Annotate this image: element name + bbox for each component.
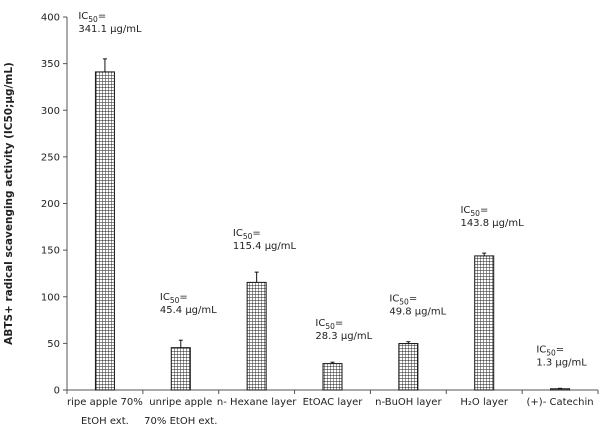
x-category-label: H₂O layer <box>460 397 509 408</box>
ic50-value: 49.8 μg/mL <box>389 307 446 318</box>
ic50-label: IC50= <box>536 344 564 357</box>
x-category-label: unripe apple <box>149 397 212 408</box>
y-tick-label: 50 <box>47 339 60 350</box>
ic50-label: IC50= <box>389 294 417 307</box>
x-category-label: EtOAC layer <box>303 397 364 408</box>
y-tick-label: 0 <box>54 386 60 397</box>
ic50-label: IC50= <box>233 228 261 241</box>
ic50-value: 143.8 μg/mL <box>460 218 524 229</box>
bar <box>398 343 419 391</box>
y-tick-label: 350 <box>41 59 60 70</box>
y-axis-label: ABTS+ radical scavenging activity (IC50;… <box>3 62 15 345</box>
bar <box>550 388 571 391</box>
bar <box>246 281 267 391</box>
bar <box>94 71 115 391</box>
ic50-label: IC50= <box>160 292 188 305</box>
y-tick-label: 250 <box>41 152 60 163</box>
bar <box>322 363 343 391</box>
x-category-label: (+)- Catechin <box>527 397 594 408</box>
y-tick-label: 200 <box>41 199 60 210</box>
ic50-value: 341.1 μg/mL <box>78 24 142 35</box>
ic50-label: IC50= <box>78 11 106 24</box>
x-category-label-line2: EtOH ext. <box>81 416 129 427</box>
ic50-value: 1.3 μg/mL <box>536 357 587 368</box>
ic50-value: 45.4 μg/mL <box>160 305 217 316</box>
ic50-label: IC50= <box>315 318 343 331</box>
x-category-label: n- Hexane layer <box>217 397 297 408</box>
y-tick-label: 400 <box>41 13 60 24</box>
x-category-label: ripe apple 70% <box>67 397 143 408</box>
y-tick-label: 150 <box>41 246 60 257</box>
ic50-label: IC50= <box>460 205 488 218</box>
y-tick-label: 100 <box>41 292 60 303</box>
ic50-value: 28.3 μg/mL <box>315 331 372 342</box>
ic50-value: 115.4 μg/mL <box>233 241 297 252</box>
x-category-label-line2: 70% EtOH ext. <box>144 416 217 427</box>
y-tick-label: 300 <box>41 106 60 117</box>
x-category-label: n-BuOH layer <box>375 397 442 408</box>
bar <box>474 255 495 391</box>
bar <box>170 347 191 391</box>
